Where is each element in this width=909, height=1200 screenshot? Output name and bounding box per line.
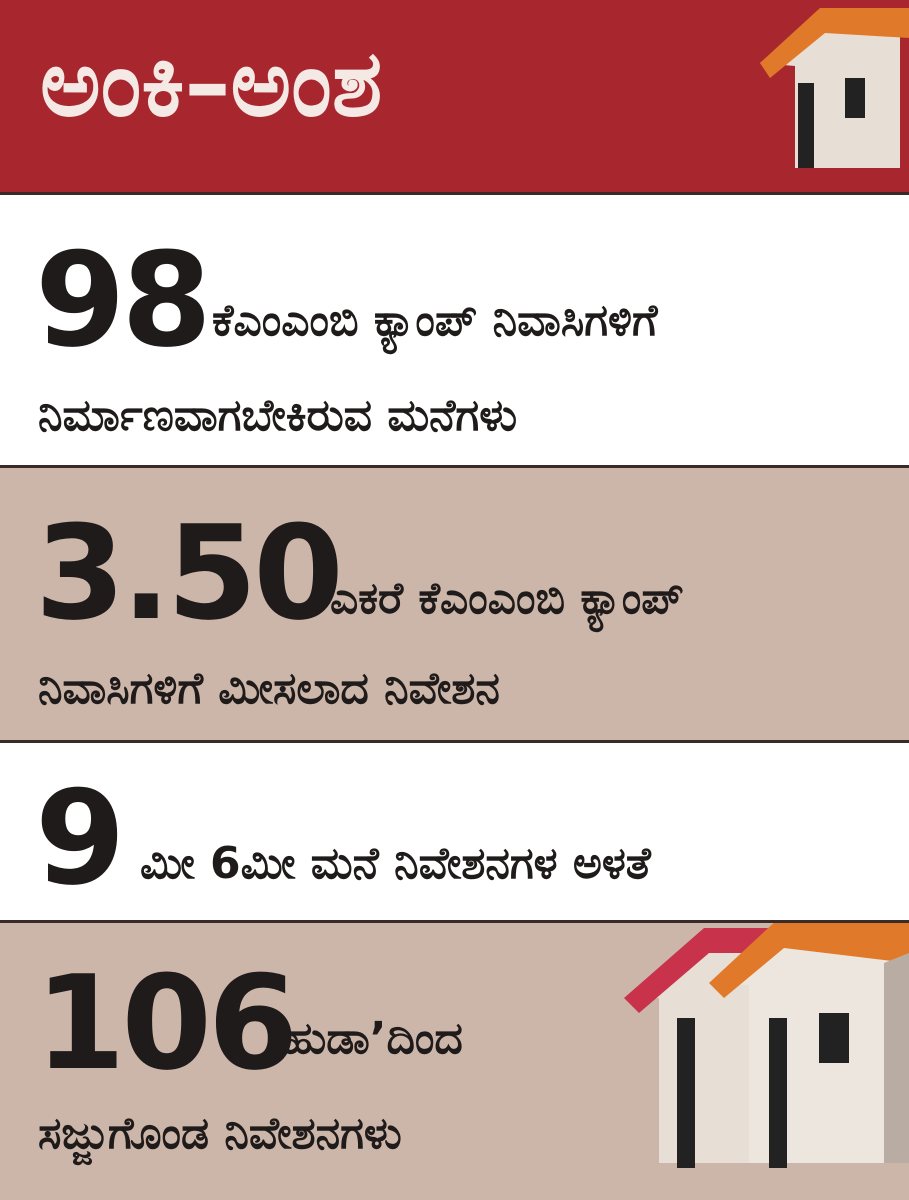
row: 98 ಕೆಎಂಎಂಬಿ ಕ್ಯಾಂಪ್ ನಿವಾಸಿಗಳಿಗೆ ನಿರ್ಮಾಣವ… [0,195,909,468]
text-line: ಎಕರೆ ಕೆಎಂಎಂಬಿ ಕ್ಯಾಂಪ್ [330,573,684,624]
figure: 98 [35,224,212,376]
figure: 9 [35,762,125,914]
text-line: ‘ಹುಡಾ’ದಿಂದ [265,1013,463,1064]
header: ಅಂಕಿ–ಅಂಶ [0,0,909,195]
title: ಅಂಕಿ–ಅಂಶ [40,30,383,137]
row: 9 ಮೀ 6ಮೀ ಮನೆ ನಿವೇಶನಗಳ ಅಳತೆ [0,743,909,923]
houses-icon [624,923,909,1168]
row: 106 ‘ಹುಡಾ’ದಿಂದ ಸಜ್ಜುಗೊಂಡ ನಿವೇಶನಗಳು [0,923,909,1200]
house-icon [760,8,909,168]
figure: 106 [35,947,298,1099]
row: 3.50 ಎಕರೆ ಕೆಎಂಎಂಬಿ ಕ್ಯಾಂಪ್ ನಿವಾಸಿಗಳಿಗೆ ಮ… [0,468,909,743]
text-line: ಸಜ್ಜುಗೊಂಡ ನಿವೇಶನಗಳು [38,1108,402,1159]
figure: 3.50 [35,497,344,649]
text-line: ಕೆಎಂಎಂಬಿ ಕ್ಯಾಂಪ್ ನಿವಾಸಿಗಳಿಗೆ [212,295,658,346]
text-line: ನಿವಾಸಿಗಳಿಗೆ ಮೀಸಲಾದ ನಿವೇಶನ [38,663,500,714]
text-line: ನಿರ್ಮಾಣವಾಗಬೇಕಿರುವ ಮನೆಗಳು [38,390,518,441]
text-line: ಮೀ 6ಮೀ ಮನೆ ನಿವೇಶನಗಳ ಅಳತೆ [140,838,651,889]
